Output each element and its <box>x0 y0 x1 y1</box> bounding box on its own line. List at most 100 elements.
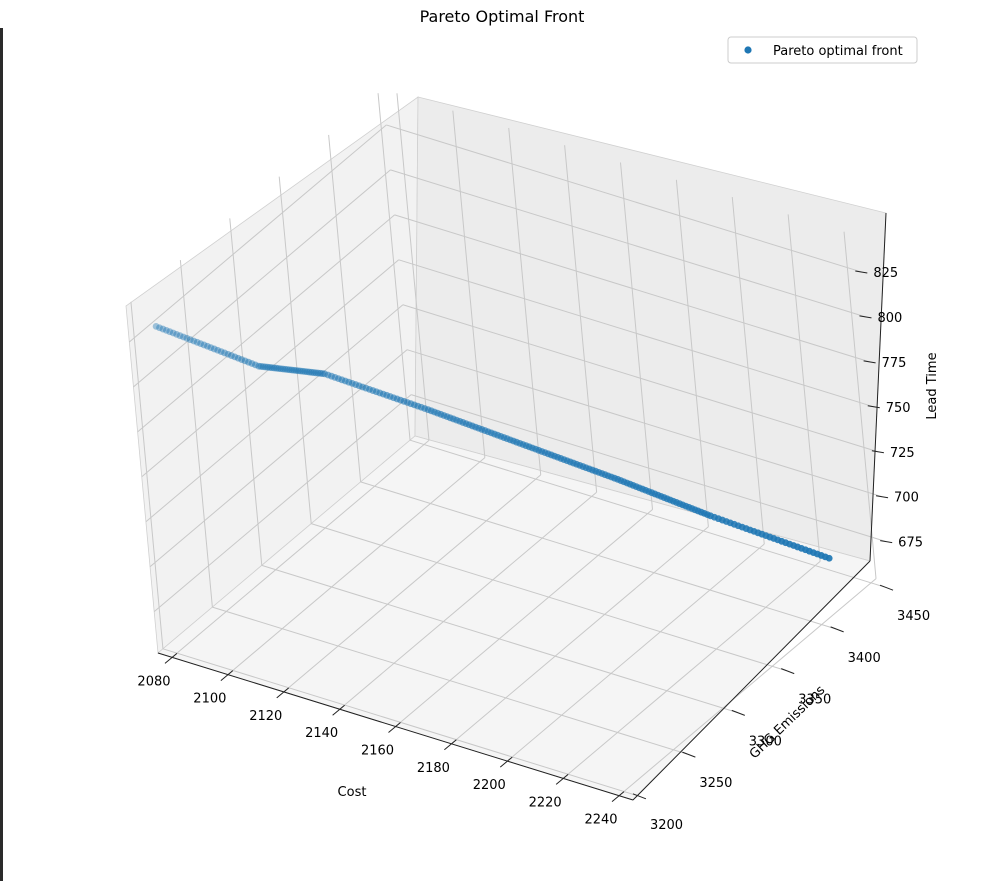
cost-gridline-back <box>731 197 765 545</box>
ghg-gridline-left <box>328 134 362 482</box>
cost-axis-ticks: 2080 2100 2120 2140 2160 2180 2200 2220 2240 <box>137 652 625 828</box>
pareto-point <box>197 340 205 348</box>
cost-tick-label: 2120 <box>249 709 282 724</box>
ghg-tick-label: 3250 <box>699 776 732 791</box>
pareto-point <box>176 332 184 340</box>
lead-time-tick-mark <box>867 405 880 409</box>
pareto-point <box>234 354 242 362</box>
pareto-point <box>186 336 194 344</box>
pareto-point <box>169 329 177 337</box>
pareto-point <box>224 350 232 358</box>
lead-time-tick-label: 800 <box>877 311 902 326</box>
cost-tick-mark <box>499 756 513 768</box>
ghg-axis-ticks: 3200 3250 3300 3350 3400 3450 <box>632 584 930 833</box>
pareto-point <box>180 333 187 341</box>
ghg-gridline-left <box>130 301 164 649</box>
cost-tick-label: 2080 <box>137 674 170 689</box>
ghg-tick-label: 3350 <box>798 693 831 708</box>
ghg-gridline-floor <box>212 606 688 755</box>
pareto-point <box>156 324 163 332</box>
cost-gridline-floor <box>227 457 486 675</box>
legend: Pareto optimal front <box>727 36 918 64</box>
legend-marker <box>744 46 752 54</box>
cost-gridline-back <box>787 214 821 562</box>
lead-time-tick-mark <box>880 540 893 544</box>
lead-time-gridline-left <box>128 124 387 343</box>
cost-gridline-floor <box>451 526 709 745</box>
pareto-point <box>204 342 211 350</box>
ghg-tick-label: 3450 <box>897 609 930 624</box>
ghg-tick-label: 3200 <box>650 818 683 833</box>
lead-time-tick-mark <box>855 270 868 274</box>
lead-time-tick-label: 825 <box>873 266 898 281</box>
lead-time-tick-label: 700 <box>894 491 919 506</box>
ghg-gridline-left <box>229 218 263 566</box>
cost-tick-label: 2140 <box>305 726 338 741</box>
cost-axis-label: Cost <box>338 785 367 800</box>
cost-tick-mark <box>444 739 457 751</box>
lead-time-tick-mark <box>875 495 889 499</box>
ghg-tick-mark <box>731 709 745 716</box>
ghg-tick-label: 3300 <box>749 734 782 749</box>
lead-time-tick-mark <box>871 450 884 454</box>
cost-tick-label: 2220 <box>529 795 562 810</box>
cost-gridline-floor <box>283 474 542 693</box>
cost-tick-label: 2100 <box>193 692 226 707</box>
cost-tick-mark <box>332 704 345 716</box>
grid-lines <box>128 93 887 797</box>
ghg-gridline-left <box>179 260 213 608</box>
ghg-gridline-floor <box>311 523 787 672</box>
cost-gridline-floor <box>618 578 877 797</box>
pareto-point <box>238 356 246 363</box>
lead-time-gridline-back <box>390 169 866 318</box>
ghg-tick-mark <box>830 626 844 633</box>
ghg-gridline-left <box>377 93 411 441</box>
ghg-axis-label: GHG Emissions <box>747 683 829 762</box>
cost-gridline-back <box>508 127 542 475</box>
lead-time-axis-ticks: 675 700 725 750 775 800 825 <box>855 266 923 551</box>
cost-tick-label: 2200 <box>473 778 506 793</box>
chart-title: Pareto Optimal Front <box>420 7 585 26</box>
cost-tick-mark <box>164 652 178 664</box>
ghg-gridline-left <box>278 176 312 524</box>
cost-gridline-back <box>620 162 653 510</box>
cost-tick-mark <box>220 670 234 682</box>
ghg-gridline-floor <box>162 648 639 797</box>
window-edge-strip <box>0 28 3 881</box>
lead-time-tick-label: 775 <box>882 356 907 371</box>
lead-time-gridline-back <box>411 394 887 543</box>
cost-gridline-back <box>843 231 877 579</box>
pareto-point <box>162 326 170 334</box>
cost-gridline-floor <box>562 561 821 779</box>
lead-time-gridline-back <box>402 304 879 453</box>
cost-gridline-back <box>675 179 709 527</box>
ghg-gridline-floor <box>261 564 737 713</box>
lead-time-gridline-back <box>394 214 870 363</box>
lead-time-tick-mark <box>863 360 876 364</box>
pareto-point <box>210 345 218 353</box>
pareto-point <box>214 346 222 354</box>
pareto-point <box>221 349 228 357</box>
pareto-point <box>166 328 174 336</box>
legend-box <box>727 36 918 64</box>
ghg-gridline-floor <box>409 439 886 588</box>
ghg-tick-mark <box>879 584 894 591</box>
ghg-axis-line <box>632 560 871 801</box>
lead-time-gridline-left <box>137 214 395 433</box>
ghg-gridline-floor <box>360 481 836 630</box>
lead-time-tick-label: 675 <box>898 536 923 551</box>
pareto-point <box>173 330 181 338</box>
pareto-points <box>152 323 833 562</box>
lead-time-gridline-back <box>386 124 862 273</box>
cost-tick-mark <box>555 773 569 785</box>
cost-gridline-back <box>564 145 598 493</box>
lead-time-gridline-back <box>406 349 883 498</box>
pareto-point <box>228 352 235 359</box>
pareto-point <box>217 348 225 355</box>
cost-tick-mark <box>276 687 290 699</box>
cost-gridline-floor <box>506 543 765 762</box>
ghg-tick-mark <box>682 751 696 758</box>
cost-gridline-back <box>452 110 486 458</box>
cost-gridline-floor <box>339 491 597 710</box>
